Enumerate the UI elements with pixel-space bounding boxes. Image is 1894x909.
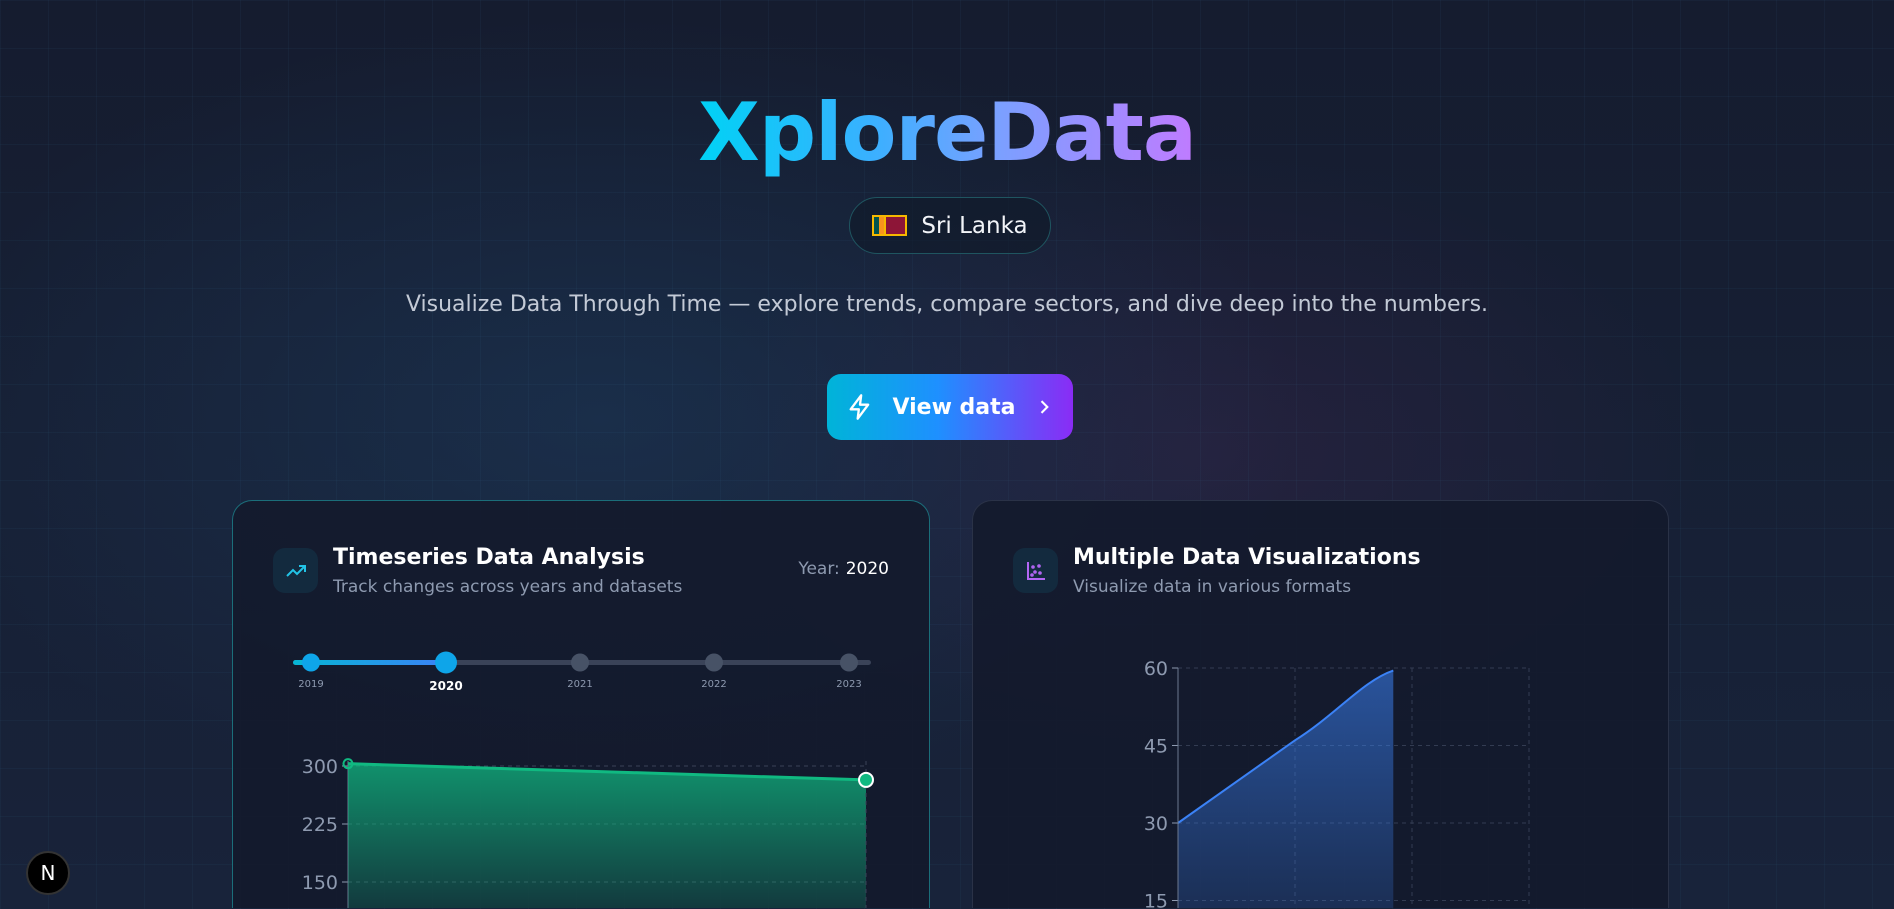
timeline-label-2023[interactable]: 2023 — [836, 679, 862, 690]
timeline-dot-2021[interactable] — [571, 653, 589, 672]
timeseries-area-chart: 300 225 150 — [302, 756, 874, 908]
timeline-label-2019[interactable]: 2019 — [298, 679, 324, 690]
y-tick-label: 15 — [1144, 891, 1168, 909]
card-subtitle: Track changes across years and datasets — [333, 577, 683, 597]
year-indicator: Year: 2020 — [798, 559, 889, 579]
timeline-label-2020[interactable]: 2020 — [429, 679, 463, 693]
country-badge[interactable]: Sri Lanka — [849, 197, 1051, 254]
y-tick-label: 150 — [302, 872, 338, 894]
year-timeline[interactable] — [233, 501, 931, 701]
card-title: Multiple Data Visualizations — [1073, 545, 1421, 570]
series-line — [347, 762, 867, 782]
area-fill — [348, 763, 866, 908]
app-title: XploreData — [698, 86, 1197, 179]
hero-subtitle: Visualize Data Through Time — explore tr… — [405, 292, 1489, 317]
data-point-2019 — [342, 758, 354, 770]
area-fill — [1178, 670, 1394, 908]
y-tick-label: 300 — [302, 756, 338, 778]
year-value: 2020 — [845, 559, 889, 579]
timeline-label-2021[interactable]: 2021 — [567, 679, 593, 690]
year-label: Year: — [798, 559, 840, 579]
visualizations-card: Multiple Data Visualizations Visualize d… — [972, 500, 1669, 908]
nextjs-badge[interactable]: N — [26, 851, 70, 895]
data-point-2020 — [858, 771, 874, 788]
sri-lanka-flag-icon — [872, 215, 908, 236]
card-subtitle: Visualize data in various formats — [1073, 577, 1352, 597]
trending-up-icon — [273, 548, 318, 593]
y-tick-label: 225 — [302, 814, 338, 836]
view-data-button[interactable]: View data — [827, 374, 1073, 440]
visualization-area-chart: 60 45 30 15 — [1144, 658, 1530, 909]
timeline-dot-2020[interactable] — [435, 651, 457, 674]
series-line — [1177, 669, 1394, 824]
y-tick-label: 45 — [1144, 736, 1168, 758]
lightning-icon — [849, 394, 870, 420]
chevron-right-icon — [1040, 400, 1049, 414]
timeline-dot-2023[interactable] — [840, 653, 858, 672]
timeline-label-2022[interactable]: 2022 — [701, 679, 727, 690]
timeline-dot-2019[interactable] — [302, 653, 320, 672]
view-data-label: View data — [892, 394, 1016, 420]
y-tick-label: 30 — [1144, 813, 1168, 835]
country-name: Sri Lanka — [921, 212, 1028, 239]
timeline-dot-2022[interactable] — [705, 653, 723, 672]
y-tick-label: 60 — [1144, 658, 1168, 680]
card-title: Timeseries Data Analysis — [333, 545, 645, 570]
timeseries-card: Timeseries Data Analysis Track changes a… — [232, 500, 930, 908]
scatter-chart-icon — [1013, 548, 1058, 593]
